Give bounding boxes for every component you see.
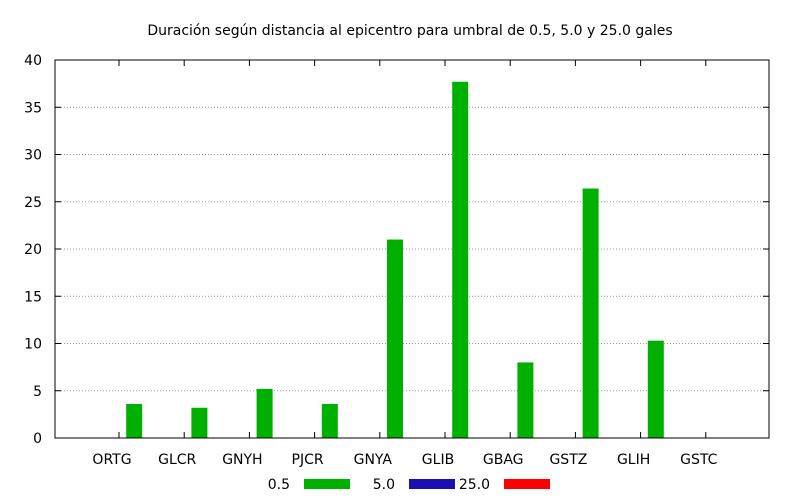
bar (256, 388, 273, 438)
y-tick-label: 30 (24, 148, 42, 164)
legend-label: 25.0 (459, 477, 490, 493)
y-axis: 0 5 10 15 20 25 30 35 40 (24, 53, 769, 447)
y-tick-label: 35 (24, 100, 42, 116)
y-tick-label: 5 (33, 384, 42, 400)
legend-label: 0.5 (268, 477, 290, 493)
bar (126, 403, 143, 438)
bar (321, 403, 338, 438)
x-axis: ORTG GLCR GNYH PJCR GNYA GLIB GBAG GSTZ GLIH GSTC (92, 60, 718, 468)
x-tick-label: GSTC (680, 452, 717, 468)
x-tick-label: GSTZ (549, 452, 587, 468)
y-tick-label: 25 (24, 195, 42, 211)
legend-swatch (504, 479, 550, 489)
x-tick-label: GBAG (483, 452, 524, 468)
y-tick-label: 0 (33, 431, 42, 447)
x-tick-label: PJCR (292, 452, 324, 468)
y-tick-label: 40 (24, 53, 42, 69)
y-tick-label: 10 (24, 337, 42, 353)
bar (387, 239, 403, 438)
x-tick-label: GNYA (354, 452, 393, 468)
legend-swatch (409, 479, 455, 489)
y-tick-label: 15 (24, 289, 42, 305)
bar (647, 340, 664, 438)
bar (517, 362, 534, 438)
legend-label: 5.0 (373, 477, 395, 493)
x-tick-label: GLIB (422, 452, 454, 468)
legend-swatch (304, 479, 350, 489)
y-tick-label: 20 (24, 242, 42, 258)
bars (126, 81, 664, 439)
legend: 0.5 5.0 25.0 (268, 477, 550, 493)
x-tick-label: GLCR (158, 452, 196, 468)
bar (452, 81, 469, 439)
bar (191, 407, 208, 438)
x-tick-label: ORTG (92, 452, 131, 468)
x-tick-label: GLIH (617, 452, 650, 468)
bar (582, 188, 599, 438)
chart-title: Duración según distancia al epicentro pa… (147, 23, 672, 39)
x-tick-label: GNYH (222, 452, 262, 468)
